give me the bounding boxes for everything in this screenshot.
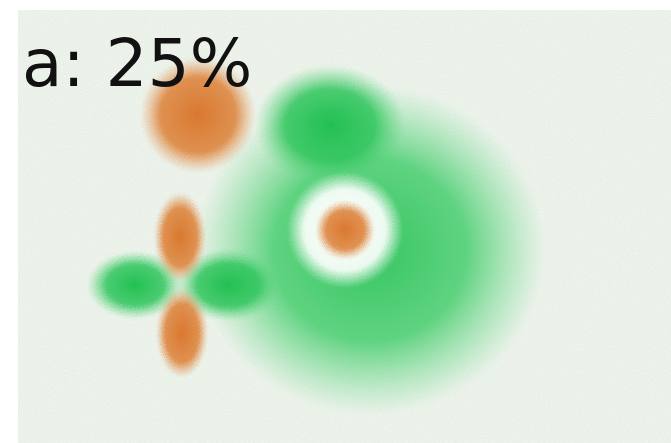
orange-blob [140, 57, 256, 173]
green-lobe [87, 251, 183, 319]
orange-lobe [154, 192, 206, 282]
orange-lobe [156, 288, 208, 378]
green-lobe [176, 249, 280, 321]
density-blobs [87, 57, 545, 415]
green-lobe [255, 65, 405, 185]
panel-label: a: 25% [22, 25, 252, 102]
orange-dot [315, 200, 375, 260]
